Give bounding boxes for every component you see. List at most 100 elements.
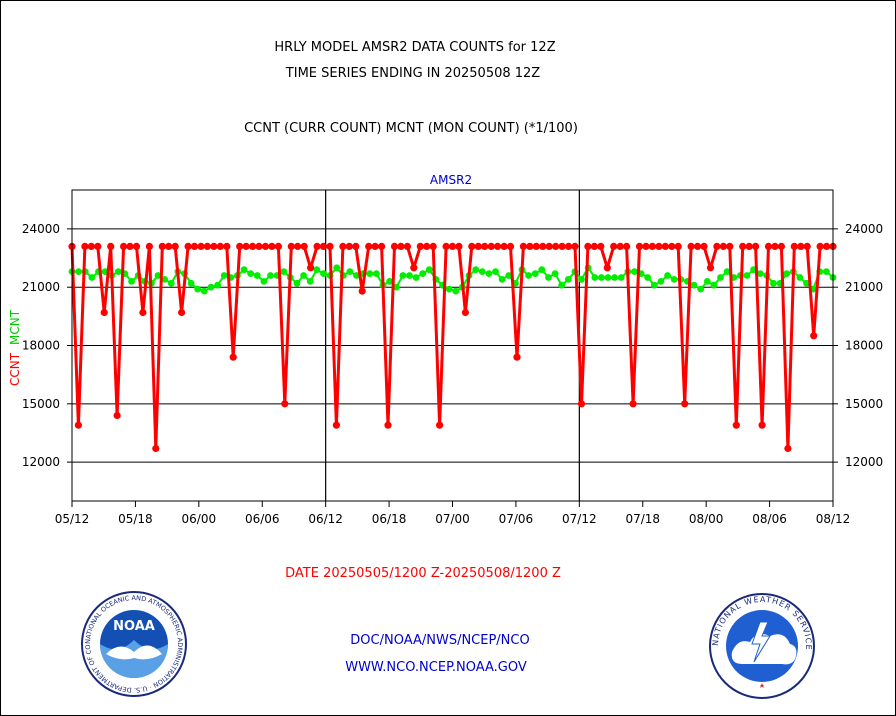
data-point-ccnt [403,242,411,250]
data-point-ccnt [532,242,540,250]
data-point-ccnt [558,242,566,250]
data-point-ccnt [345,242,353,250]
plot-frame [71,189,834,502]
data-point-mcnt [280,268,288,275]
data-point-mcnt [743,272,751,279]
x-tick-label: 06/00 [182,512,217,526]
data-point-ccnt [436,421,444,429]
data-point-ccnt [797,242,805,250]
data-point-ccnt [623,242,631,250]
data-point-ccnt [210,242,218,250]
data-point-ccnt [203,242,211,250]
x-tick-label: 06/12 [308,512,343,526]
data-point-mcnt [452,287,460,295]
data-point-mcnt [293,279,301,287]
data-point-ccnt [74,421,82,429]
data-point-mcnt [492,268,499,275]
data-point-ccnt [474,242,482,250]
data-point-ccnt [384,421,392,429]
data-point-ccnt [584,242,592,250]
y-tick-label-right: 12000 [845,455,883,469]
data-point-ccnt [87,242,95,250]
data-point-mcnt [247,270,255,277]
data-point-ccnt [229,353,237,361]
data-point-ccnt [171,242,179,250]
data-point-ccnt [152,444,160,453]
data-point-ccnt [107,242,115,250]
x-tick-label: 06/18 [372,512,407,526]
data-point-mcnt [604,274,612,281]
data-point-mcnt [220,272,228,279]
data-point-ccnt [803,242,811,250]
data-point-mcnt [346,268,354,275]
data-point-mcnt [320,270,327,277]
chart-title-line1: HRLY MODEL AMSR2 DATA COUNTS for 12Z [274,40,556,55]
data-point-mcnt [260,278,268,285]
data-point-ccnt [390,242,399,250]
website-link[interactable]: WWW.NCO.NCEP.NOAA.GOV [345,660,527,675]
x-tick-label: 08/00 [689,512,724,526]
data-point-mcnt [803,279,810,287]
data-point-mcnt [425,266,433,274]
data-point-ccnt [681,400,689,408]
data-point-mcnt [187,279,195,287]
y-tick-label-right: 21000 [845,280,883,294]
data-point-mcnt [783,270,791,277]
y-tick-label-left: 21000 [22,280,60,294]
data-point-ccnt [81,242,89,250]
x-tick-label: 05/18 [118,512,153,526]
data-point-mcnt [644,274,652,281]
x-tick-label: 05/12 [55,512,90,526]
data-point-ccnt [758,421,766,429]
data-point-ccnt [442,242,450,250]
x-tick-label: 07/18 [625,512,660,526]
data-point-mcnt [545,274,552,281]
data-point-ccnt [713,242,721,250]
data-point-ccnt [300,242,308,250]
data-point-ccnt [313,242,321,250]
data-point-ccnt [319,242,328,250]
data-point-ccnt [274,242,282,250]
data-point-mcnt [670,276,678,283]
data-point-ccnt [416,242,424,250]
data-point-ccnt [577,400,586,408]
data-point-mcnt [207,283,215,291]
data-point-ccnt [397,242,405,250]
data-point-ccnt [648,242,657,250]
noaa-logo-text: NOAA [113,619,155,634]
data-point-mcnt [723,268,731,275]
data-point-ccnt [719,242,728,250]
data-point-mcnt [88,274,96,281]
data-point-ccnt [494,242,502,250]
data-point-ccnt [371,242,379,250]
data-point-ccnt [694,242,702,250]
data-point-ccnt [339,242,347,250]
data-point-mcnt [412,274,420,281]
data-point-ccnt [197,242,205,250]
x-tick-label: 08/06 [752,512,787,526]
data-point-ccnt [687,242,695,250]
data-point-mcnt [114,268,122,275]
data-point-mcnt [392,283,400,291]
org-link[interactable]: DOC/NOAA/NWS/NCEP/NCO [350,633,530,648]
x-tick-label: 08/12 [816,512,851,526]
data-point-ccnt [655,242,663,250]
data-point-mcnt [498,276,506,283]
data-point-ccnt [332,421,340,429]
noaa-logo: NATIONAL OCEANIC AND ATMOSPHERIC ADMINIS… [80,590,187,697]
data-point-ccnt [661,242,669,250]
chart-title-line2: TIME SERIES ENDING IN 20250508 12Z [285,66,541,81]
series-layer [68,242,837,453]
data-point-ccnt [642,242,650,250]
data-point-mcnt [419,270,427,277]
data-point-ccnt [184,242,192,250]
data-point-ccnt [668,242,676,250]
data-point-ccnt [752,242,760,250]
data-point-mcnt [558,281,566,289]
data-point-ccnt [236,242,244,250]
data-point-ccnt [519,242,528,250]
data-point-ccnt [100,308,108,317]
data-point-mcnt [551,270,559,277]
data-point-ccnt [287,242,295,250]
data-point-ccnt [790,242,798,250]
